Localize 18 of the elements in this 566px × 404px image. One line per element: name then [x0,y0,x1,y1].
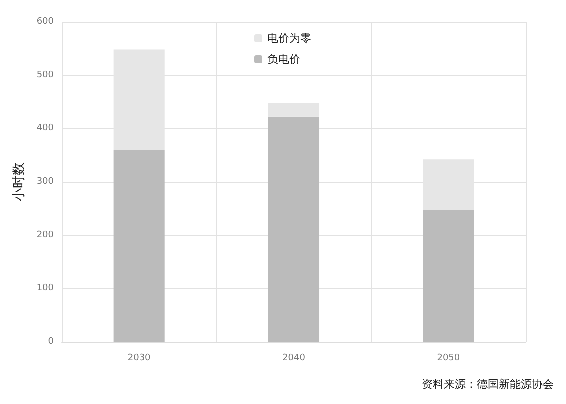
bar [268,116,320,342]
y-axis-title: 小时数 [12,162,27,202]
legend-label: 负电价 [268,53,300,66]
x-tick-label: 2050 [437,354,460,364]
y-tick-label: 400 [36,124,54,134]
text: 资料来源：德国新能源协会 [422,378,554,391]
y-tick-label: 300 [36,177,54,187]
y-tick-label: 500 [36,70,54,80]
bar [423,210,474,342]
legend-label: 电价为零 [268,32,312,45]
bar [268,103,320,117]
y-tick-label: 200 [36,230,54,240]
x-tick-label: 2030 [128,354,152,364]
y-tick-label: 600 [36,17,54,27]
x-tick-label: 2040 [282,354,306,364]
bar [114,150,165,342]
y-tick-label: 0 [48,337,54,347]
y-tick-label: 100 [36,284,54,294]
